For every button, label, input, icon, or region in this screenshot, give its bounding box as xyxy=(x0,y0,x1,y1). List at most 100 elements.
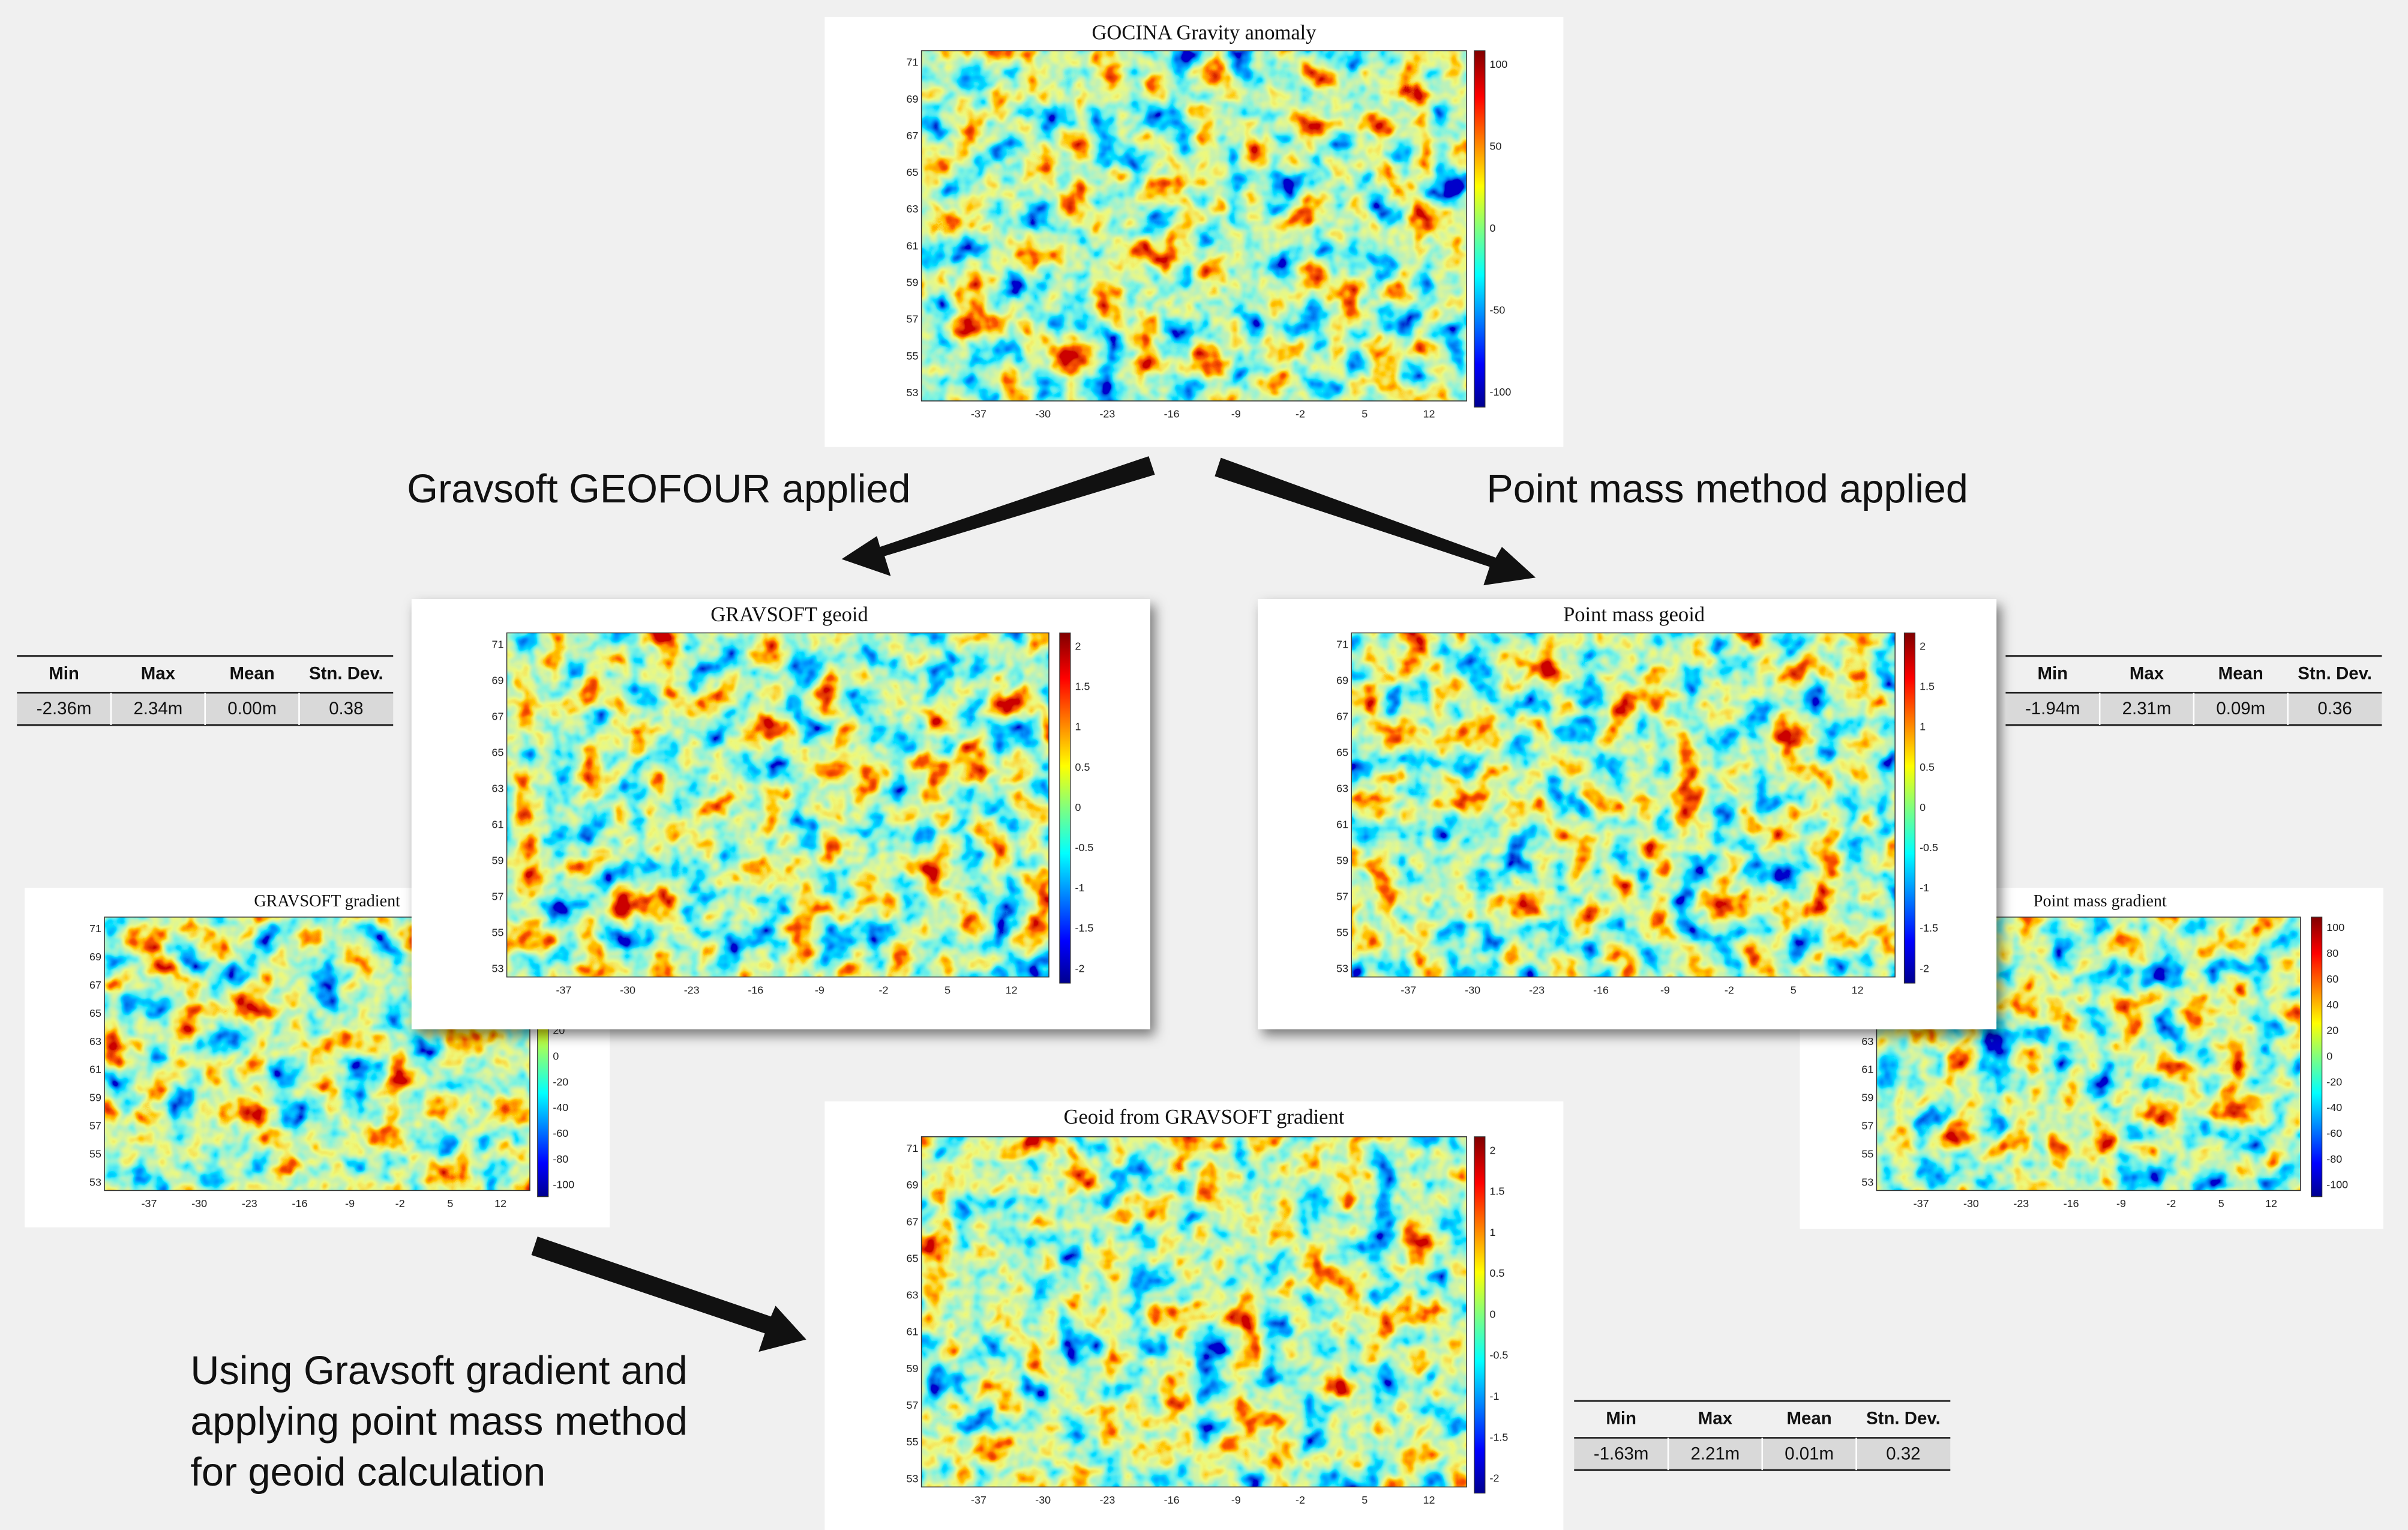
y-tick-label: 71 xyxy=(492,639,504,651)
colorbar-tick-label: 1 xyxy=(1490,1226,1496,1238)
y-tick-label: 63 xyxy=(89,1035,101,1047)
table-header: Min xyxy=(49,663,79,683)
y-tick-label: 63 xyxy=(492,783,504,795)
y-tick-label: 63 xyxy=(1861,1035,1873,1047)
x-tick-label: -2 xyxy=(1725,984,1734,996)
annotation: Using Gravsoft gradient and xyxy=(190,1349,687,1393)
colorbar-tick-label: -20 xyxy=(553,1076,568,1088)
x-tick-label: -37 xyxy=(142,1197,157,1209)
x-tick-label: -9 xyxy=(345,1197,355,1209)
x-tick-label: -23 xyxy=(1099,1494,1115,1506)
x-tick-label: 12 xyxy=(2265,1197,2277,1209)
x-tick-label: -30 xyxy=(1035,1494,1051,1506)
y-tick-label: 55 xyxy=(1861,1148,1873,1160)
colorbar-tick-label: 0 xyxy=(553,1050,559,1062)
y-tick-label: 71 xyxy=(1336,639,1348,651)
map-panel: GOCINA Gravity anomaly716967656361595755… xyxy=(824,17,1563,447)
colorbar-tick-label: 1 xyxy=(1075,721,1081,733)
table-cell: 0.36 xyxy=(2317,699,2352,718)
colorbar-tick-label: 1.5 xyxy=(1075,681,1090,693)
y-tick-label: 69 xyxy=(907,1179,919,1191)
table-cell: 2.34m xyxy=(133,699,182,718)
y-tick-label: 59 xyxy=(1336,855,1348,867)
colorbar-tick-label: -1 xyxy=(1920,882,1929,894)
colorbar-tick-label: 80 xyxy=(2326,947,2338,959)
arrow xyxy=(532,1236,806,1352)
colorbar-tick-label: -1.5 xyxy=(1920,922,1938,934)
table-cell: -1.94m xyxy=(2025,699,2080,718)
x-tick-label: -16 xyxy=(292,1197,308,1209)
x-tick-label: -16 xyxy=(1164,1494,1180,1506)
colorbar-tick-label: 100 xyxy=(2326,921,2344,933)
x-tick-label: 12 xyxy=(494,1197,506,1209)
table-cell: 0.32 xyxy=(1886,1444,1920,1463)
table-cell: 0.09m xyxy=(2216,699,2265,718)
y-tick-label: 65 xyxy=(1336,747,1348,759)
colorbar-tick-label: -60 xyxy=(553,1127,568,1139)
x-tick-label: -23 xyxy=(242,1197,257,1209)
x-tick-label: -37 xyxy=(1401,984,1416,996)
y-tick-label: 57 xyxy=(89,1120,101,1132)
table-header: Max xyxy=(2130,663,2164,683)
x-tick-label: -16 xyxy=(1593,984,1609,996)
x-tick-label: -2 xyxy=(2166,1197,2176,1209)
colorbar-tick-label: -2 xyxy=(1075,962,1085,974)
colorbar-tick-label: 0 xyxy=(2326,1050,2332,1062)
colorbar-tick-label: 0.5 xyxy=(1075,761,1090,773)
x-tick-label: -9 xyxy=(1231,408,1241,420)
y-tick-label: 67 xyxy=(89,979,101,991)
y-tick-label: 63 xyxy=(907,1289,919,1301)
map-panel: GRAVSOFT geoid71696765636159575553-37-30… xyxy=(412,599,1150,1029)
y-tick-label: 65 xyxy=(492,747,504,759)
y-tick-label: 67 xyxy=(907,130,919,142)
panel-title: GOCINA Gravity anomaly xyxy=(1091,21,1317,44)
table-header: Min xyxy=(2037,663,2068,683)
table-cell: -1.63m xyxy=(1594,1444,1649,1463)
table-header: Mean xyxy=(229,663,274,683)
y-tick-label: 57 xyxy=(907,313,919,325)
table-header: Stn. Dev. xyxy=(2298,663,2372,683)
y-tick-label: 71 xyxy=(89,923,101,935)
panel-title: Point mass geoid xyxy=(1563,603,1705,626)
y-tick-label: 67 xyxy=(1336,711,1348,723)
x-tick-label: 5 xyxy=(944,984,950,996)
y-tick-label: 69 xyxy=(907,93,919,105)
x-tick-label: -16 xyxy=(2064,1197,2079,1209)
colorbar-tick-label: 0 xyxy=(1490,1308,1496,1320)
colorbar-tick-label: -40 xyxy=(2326,1101,2342,1113)
table-header: Stn. Dev. xyxy=(1866,1409,1941,1429)
y-tick-label: 67 xyxy=(907,1215,919,1227)
colorbar-tick-label: 60 xyxy=(2326,973,2338,985)
colorbar-tick-label: -100 xyxy=(1490,386,1512,398)
colorbar-tick-label: -2 xyxy=(1490,1472,1500,1484)
colorbar-tick-label: 0 xyxy=(1490,222,1496,234)
map-image xyxy=(922,1137,1467,1487)
x-tick-label: -30 xyxy=(620,984,635,996)
colorbar-tick-label: 0 xyxy=(1920,801,1926,813)
colorbar xyxy=(1474,50,1485,407)
y-tick-label: 57 xyxy=(1861,1120,1873,1132)
colorbar-tick-label: 0.5 xyxy=(1490,1267,1505,1279)
y-tick-label: 53 xyxy=(907,387,919,399)
y-tick-label: 69 xyxy=(89,951,101,963)
panel-title: GRAVSOFT geoid xyxy=(710,603,868,626)
map-image xyxy=(1351,633,1895,977)
x-tick-label: -23 xyxy=(1099,408,1115,420)
y-tick-label: 55 xyxy=(907,1436,919,1448)
colorbar-tick-label: 100 xyxy=(1490,58,1508,70)
y-tick-label: 55 xyxy=(492,927,504,939)
colorbar-tick-label: 0.5 xyxy=(1920,761,1935,773)
colorbar-tick-label: -80 xyxy=(553,1153,568,1165)
colorbar-tick-label: 0 xyxy=(1075,801,1081,813)
colorbar-tick-label: -40 xyxy=(553,1101,568,1113)
panel-title: Geoid from GRAVSOFT gradient xyxy=(1064,1106,1345,1128)
annotation: applying point mass method xyxy=(190,1399,687,1444)
y-tick-label: 59 xyxy=(1861,1092,1873,1104)
y-tick-label: 59 xyxy=(492,855,504,867)
colorbar-tick-label: 2 xyxy=(1490,1144,1496,1156)
table-cell: 2.31m xyxy=(2122,699,2172,718)
y-tick-label: 63 xyxy=(907,203,919,215)
